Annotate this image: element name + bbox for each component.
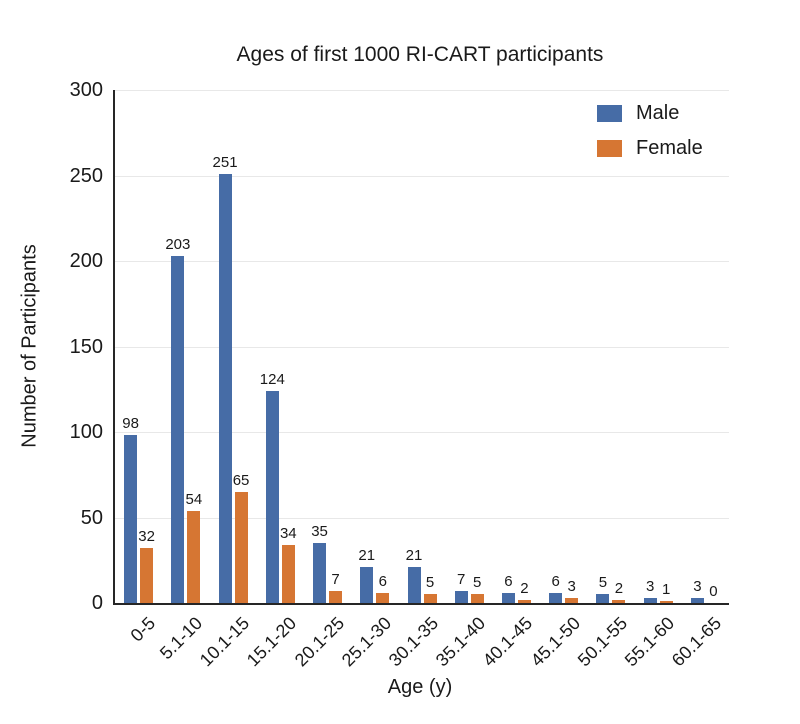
bar-value-label: 7: [457, 571, 466, 589]
bar-value-label: 32: [138, 528, 155, 546]
bar-female: [140, 548, 154, 603]
bar-value-label: 6: [378, 572, 387, 590]
bar-female: [423, 594, 437, 603]
female-series-swatch: [597, 139, 622, 157]
bar-female: [612, 599, 626, 603]
bar-value-label: 6: [504, 572, 513, 590]
bar-male: [124, 435, 138, 603]
bar-male: [549, 592, 563, 603]
bar-value-label: 54: [185, 490, 203, 508]
bar-female: [234, 491, 248, 603]
bar-value-label: 1: [661, 581, 671, 599]
legend: Male Female: [597, 102, 703, 159]
bar-value-label: 34: [279, 524, 297, 542]
bar-value-label: 98: [122, 415, 139, 433]
bar-value-label: 21: [405, 547, 423, 565]
y-tick-label: 200: [69, 250, 103, 272]
y-tick-label: 250: [69, 164, 103, 187]
bar-male: [360, 567, 374, 603]
bar-value-label: 203: [165, 235, 191, 253]
y-tick-label: 100: [69, 421, 103, 443]
gridline: [115, 90, 729, 91]
bar-female: [329, 591, 343, 603]
bar-male: [501, 592, 515, 603]
bar-value-label: 3: [693, 577, 702, 595]
bar-value-label: 5: [473, 574, 482, 592]
gridline: [115, 517, 729, 519]
gridline: [115, 432, 729, 433]
bar-value-label: 5: [425, 574, 435, 592]
chart-title: Ages of first 1000 RI-CART participants: [236, 43, 604, 66]
bar-value-label: 6: [551, 572, 560, 590]
legend-label-female: Female: [636, 137, 703, 159]
bar-value-label: 21: [358, 547, 376, 565]
bar-value-label: 65: [232, 471, 250, 489]
bar-value-label: 2: [614, 579, 624, 597]
bar-male: [643, 597, 657, 603]
bar-value-label: 3: [645, 577, 655, 595]
y-tick-label: 50: [80, 506, 103, 529]
bar-value-label: 35: [311, 523, 328, 541]
bar-male: [454, 591, 468, 603]
bar-value-label: 2: [520, 579, 529, 597]
y-tick-label: 0: [91, 592, 103, 614]
bar-female: [281, 544, 295, 603]
legend-item-male: Male: [597, 102, 703, 124]
bar-male: [171, 255, 185, 603]
gridline: [115, 261, 729, 262]
bar-value-label: 3: [567, 577, 576, 595]
plot-area: 98 32 203 54 251 65 124 34 35 7 21 6 21 5 7 5 6 2 6 3 5 2 3 1 3 0: [113, 90, 729, 605]
legend-item-female: Female: [597, 137, 703, 159]
bar-female: [187, 510, 201, 603]
bar-female: [659, 601, 673, 603]
bar-male: [218, 173, 232, 603]
bar-male: [313, 543, 327, 603]
bar-value-label: 5: [598, 574, 608, 592]
bar-value-label: 7: [331, 571, 340, 589]
bar-value-label: 124: [259, 370, 285, 388]
bar-female: [565, 597, 579, 603]
bar-male: [407, 567, 421, 603]
y-tick-label: 300: [69, 79, 103, 101]
male-series-swatch: [597, 104, 622, 122]
y-tick-label: 150: [69, 335, 103, 358]
bar-female: [517, 599, 531, 603]
bar-value-label: 251: [212, 153, 238, 171]
gridline: [115, 175, 729, 177]
x-axis-title: Age (y): [387, 676, 453, 698]
bar-value-label: 0: [709, 583, 718, 600]
bar-female: [470, 594, 484, 603]
bar-male: [596, 594, 610, 603]
bar-female: [376, 592, 390, 603]
bar-male: [265, 390, 279, 603]
legend-label-male: Male: [636, 102, 680, 124]
gridline: [115, 346, 729, 348]
bar-male: [690, 597, 704, 603]
